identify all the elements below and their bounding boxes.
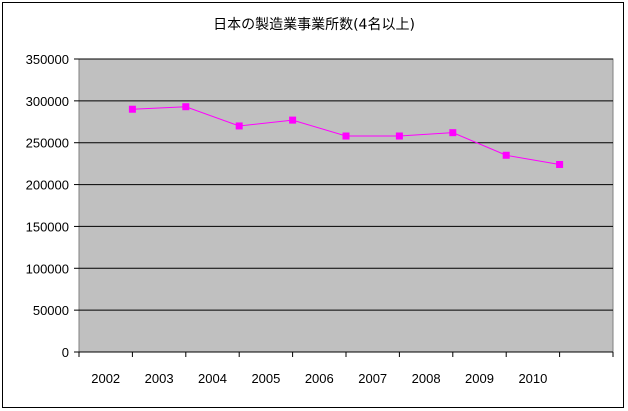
- grid-lines: [79, 58, 613, 311]
- x-tick-label: 2008: [412, 371, 441, 386]
- x-tick-label: 2007: [358, 371, 387, 386]
- x-tick-label: 2003: [145, 371, 174, 386]
- x-tick-label: 2002: [91, 371, 120, 386]
- series-group: [128, 103, 564, 168]
- x-tick-label: 2005: [251, 371, 280, 386]
- data-point: [182, 103, 190, 111]
- plot-area: [78, 58, 614, 353]
- chart-title: 日本の製造業事業所数(4名以上): [213, 17, 415, 33]
- y-tick-label: 250000: [26, 136, 69, 151]
- data-point: [556, 160, 564, 168]
- x-tick-label: 2009: [465, 371, 494, 386]
- y-tick-label: 300000: [26, 94, 69, 109]
- data-point: [342, 132, 350, 140]
- x-axis-ticks: 2002 2003 2004 2005 2006 2007 2008 2009 2010: [78, 351, 614, 386]
- y-axis-ticks: 0 50000 100000 150000 200000 250000 300000 3500…: [26, 52, 79, 360]
- data-point: [289, 116, 297, 124]
- data-point: [128, 105, 136, 113]
- y-tick-label: 100000: [26, 261, 69, 276]
- data-point: [235, 122, 243, 130]
- y-tick-label: 150000: [26, 219, 69, 234]
- data-point: [449, 129, 457, 137]
- y-tick-label: 350000: [26, 52, 69, 67]
- data-point: [502, 151, 510, 159]
- x-tick-label: 2010: [518, 371, 547, 386]
- x-tick-label: 2006: [305, 371, 334, 386]
- y-tick-label: 50000: [33, 303, 69, 318]
- x-tick-label: 2004: [198, 371, 227, 386]
- y-tick-label: 200000: [26, 178, 69, 193]
- data-point: [395, 132, 403, 140]
- y-tick-label: 0: [62, 345, 69, 360]
